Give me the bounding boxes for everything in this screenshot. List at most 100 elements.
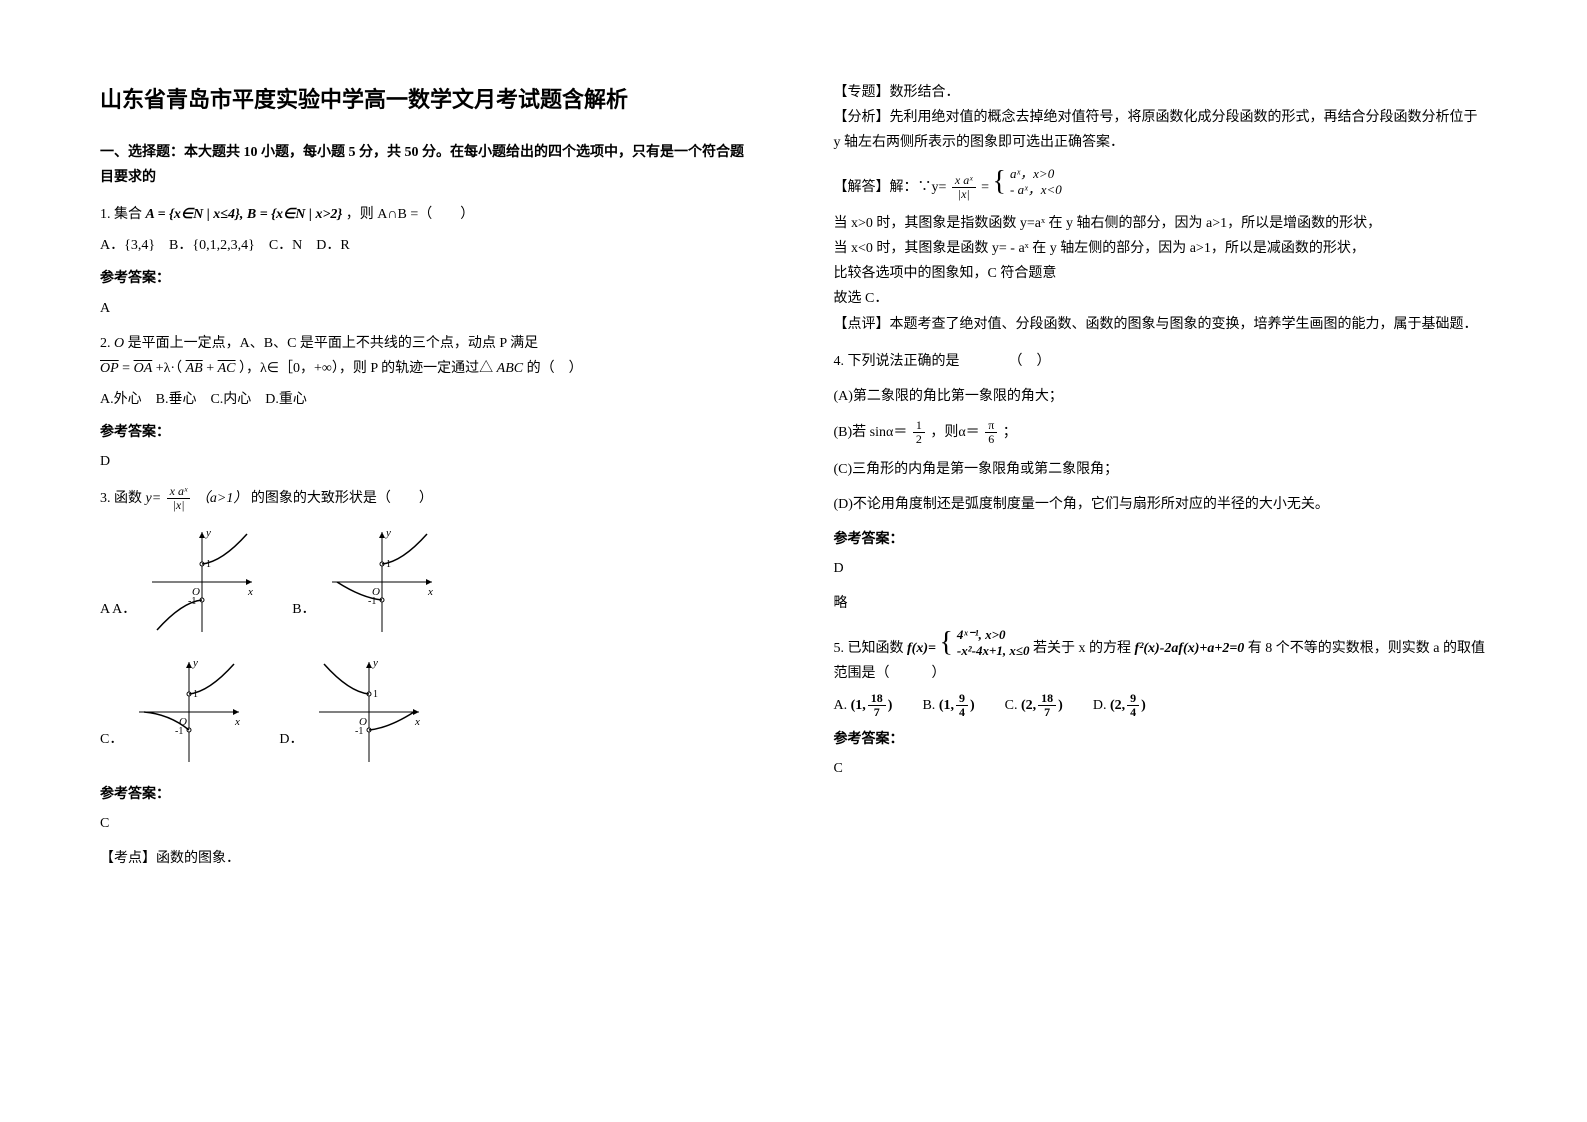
q1-set-expr: A = {x∈N | x≤4}, B = {x∈N | x>2} — [146, 207, 343, 222]
q2-plus2: + — [206, 361, 217, 376]
q5-optC-val: (2,187) — [1021, 698, 1063, 713]
q5-optA-label: A. — [834, 698, 848, 713]
section-header: 一、选择题：本大题共 10 小题，每小题 5 分，共 50 分。在每小题给出的四… — [100, 140, 754, 190]
q5-optB: B. (1,94) — [922, 692, 974, 719]
q3-answer-label: 参考答案： — [100, 782, 754, 807]
q5-optD-label: D. — [1093, 698, 1107, 713]
q4-optC: (C)三角形的内角是第一象限角或第二象限角； — [834, 457, 1488, 482]
q5-answer: C — [834, 756, 1488, 781]
svg-text:1: 1 — [373, 689, 378, 700]
q3-frac-num: x aˣ — [167, 485, 191, 499]
svg-text:1: 1 — [193, 689, 198, 700]
q1-answer-label: 参考答案： — [100, 266, 754, 291]
graph-a-item: A A． O y x 1 -1 — [100, 522, 262, 642]
q1-prefix: 1. 集合 — [100, 207, 142, 222]
solve-frac: x aˣ |x| — [952, 174, 976, 201]
question-3: 3. 函数 y= x aˣ |x| （a>1） 的图象的大致形状是（ ） — [100, 485, 754, 512]
q2-plus: +λ·（ — [156, 361, 182, 376]
solve-l2: 当 x<0 时，其图象是函数 y= - aˣ 在 y 轴左侧的部分，因为 a>1… — [834, 236, 1488, 261]
svg-text:-1: -1 — [175, 726, 183, 737]
graph-c-icon: O y x 1 -1 — [129, 652, 249, 772]
q5-piecewise: { 4ˣ⁻¹, x>0 -x²-4x+1, x≤0 — [939, 627, 1029, 661]
svg-text:x: x — [247, 586, 253, 598]
left-column: 山东省青岛市平度实验中学高一数学文月考试题含解析 一、选择题：本大题共 10 小… — [100, 80, 754, 872]
q2-ab: AB — [186, 361, 203, 376]
svg-text:1: 1 — [206, 559, 211, 570]
doc-title: 山东省青岛市平度实验中学高一数学文月考试题含解析 — [100, 80, 754, 120]
q4-optB: (B)若 sinα＝ 1 2 ，则α＝ π 6 ； — [834, 419, 1488, 446]
q5-optC-label: C. — [1005, 698, 1018, 713]
q3-graphs-row1: A A． O y x 1 -1 B． — [100, 522, 754, 642]
graph-b-item: B． O y x 1 -1 — [292, 522, 441, 642]
q4-answer-label: 参考答案： — [834, 527, 1488, 552]
q3-prefix: 3. 函数 — [100, 491, 142, 506]
q5-fx: f(x)= — [907, 640, 936, 655]
q5-case2: -x²-4x+1, x≤0 — [957, 643, 1030, 660]
comment-text: 【点评】本题考查了绝对值、分段函数、函数的图象与图象的变换，培养学生画图的能力，… — [834, 312, 1488, 337]
q3-answer: C — [100, 811, 754, 836]
solve-eq: = — [981, 179, 989, 194]
question-2: 2. O 是平面上一定点，A、B、C 是平面上不共线的三个点，动点 P 满足 O… — [100, 331, 754, 381]
graph-d-icon: O y x 1 -1 — [309, 652, 429, 772]
q4-optD: (D)不论用角度制还是弧度制度量一个角，它们与扇形所对应的半径的大小无关。 — [834, 492, 1488, 517]
q3-cond: （a>1） — [196, 491, 247, 506]
q3-y: y= — [146, 491, 162, 506]
q4-optB-frac1: 1 2 — [913, 419, 925, 446]
q2-l1b: O — [114, 336, 124, 351]
q4-optB-frac2: π 6 — [985, 419, 997, 446]
q2-abc: ABC — [497, 361, 523, 376]
q5-case1: 4ˣ⁻¹, x>0 — [957, 627, 1030, 644]
q4-optB-num2: π — [985, 419, 997, 433]
solve-prefix: 【解答】解：∵y= — [834, 179, 947, 194]
q1-suffix: ，则 A∩B =（ ） — [346, 207, 474, 222]
q4-optB-den1: 2 — [913, 433, 925, 446]
q2-options: A.外心 B.垂心 C.内心 D.重心 — [100, 387, 754, 412]
q3-suffix: 的图象的大致形状是（ ） — [251, 491, 433, 506]
svg-text:y: y — [385, 527, 391, 539]
graph-b-label: B． — [292, 597, 315, 642]
question-5: 5. 已知函数 f(x)= { 4ˣ⁻¹, x>0 -x²-4x+1, x≤0 … — [834, 627, 1488, 686]
solve-block: 【解答】解：∵y= x aˣ |x| = { aˣ，x>0 - aˣ，x<0 — [834, 166, 1488, 201]
q5-optD: D. (2,94) — [1093, 692, 1146, 719]
q2-tail: ），λ∈［0，+∞），则 P 的轨迹一定通过△ — [239, 361, 493, 376]
q5-optA: A. (1,187) — [834, 692, 893, 719]
question-4: 4. 下列说法正确的是 （ ） — [834, 349, 1488, 374]
graph-d-item: D． O y x 1 -1 — [279, 652, 429, 772]
q2-oa: OA — [134, 361, 153, 376]
graph-b-icon: O y x 1 -1 — [322, 522, 442, 642]
q4-omit: 略 — [834, 591, 1488, 616]
q4-optA: (A)第二象限的角比第一象限的角大； — [834, 384, 1488, 409]
svg-text:-1: -1 — [355, 726, 363, 737]
graph-c-item: C． O y x 1 -1 — [100, 652, 249, 772]
solve-frac-num: x aˣ — [952, 174, 976, 188]
analysis-text: 【分析】先利用绝对值的概念去掉绝对值符号，将原函数化成分段函数的形式，再结合分段… — [834, 105, 1488, 155]
solve-cases: aˣ，x>0 - aˣ，x<0 — [1010, 166, 1062, 200]
q2-l1c: 是平面上一定点，A、B、C 是平面上不共线的三个点，动点 P 满足 — [128, 336, 539, 351]
svg-text:y: y — [372, 657, 378, 669]
page-container: 山东省青岛市平度实验中学高一数学文月考试题含解析 一、选择题：本大题共 10 小… — [100, 80, 1487, 872]
q5-prefix: 5. 已知函数 — [834, 640, 904, 655]
q3-analysis: 【考点】函数的图象． — [100, 846, 754, 871]
q1-answer: A — [100, 296, 754, 321]
solve-l1: 当 x>0 时，其图象是指数函数 y=aˣ 在 y 轴右侧的部分，因为 a>1，… — [834, 211, 1488, 236]
q4-optB-suffix: ； — [1003, 425, 1017, 440]
graph-a-icon: O y x 1 -1 — [142, 522, 262, 642]
q5-optC: C. (2,187) — [1005, 692, 1063, 719]
svg-text:x: x — [427, 586, 433, 598]
svg-text:y: y — [205, 527, 211, 539]
q5-options: A. (1,187) B. (1,94) C. (2,187) D. (2,94… — [834, 692, 1488, 719]
svg-text:x: x — [234, 716, 240, 728]
q2-op: OP — [100, 361, 119, 376]
solve-l4: 故选 C． — [834, 286, 1488, 311]
graph-a-label: A A． — [100, 597, 136, 642]
q5-cases: 4ˣ⁻¹, x>0 -x²-4x+1, x≤0 — [957, 627, 1030, 661]
solve-piecewise: { aˣ，x>0 - aˣ，x<0 — [993, 166, 1062, 200]
solve-case2: - aˣ，x<0 — [1010, 182, 1062, 199]
q2-answer: D — [100, 449, 754, 474]
q5-mid: 若关于 x 的方程 — [1033, 640, 1131, 655]
q4-optB-den2: 6 — [985, 433, 997, 446]
svg-text:y: y — [192, 657, 198, 669]
solve-l3: 比较各选项中的图象知，C 符合题意 — [834, 261, 1488, 286]
topic-label: 【专题】数形结合． — [834, 80, 1488, 105]
q3-graphs-row2: C． O y x 1 -1 D． — [100, 652, 754, 772]
